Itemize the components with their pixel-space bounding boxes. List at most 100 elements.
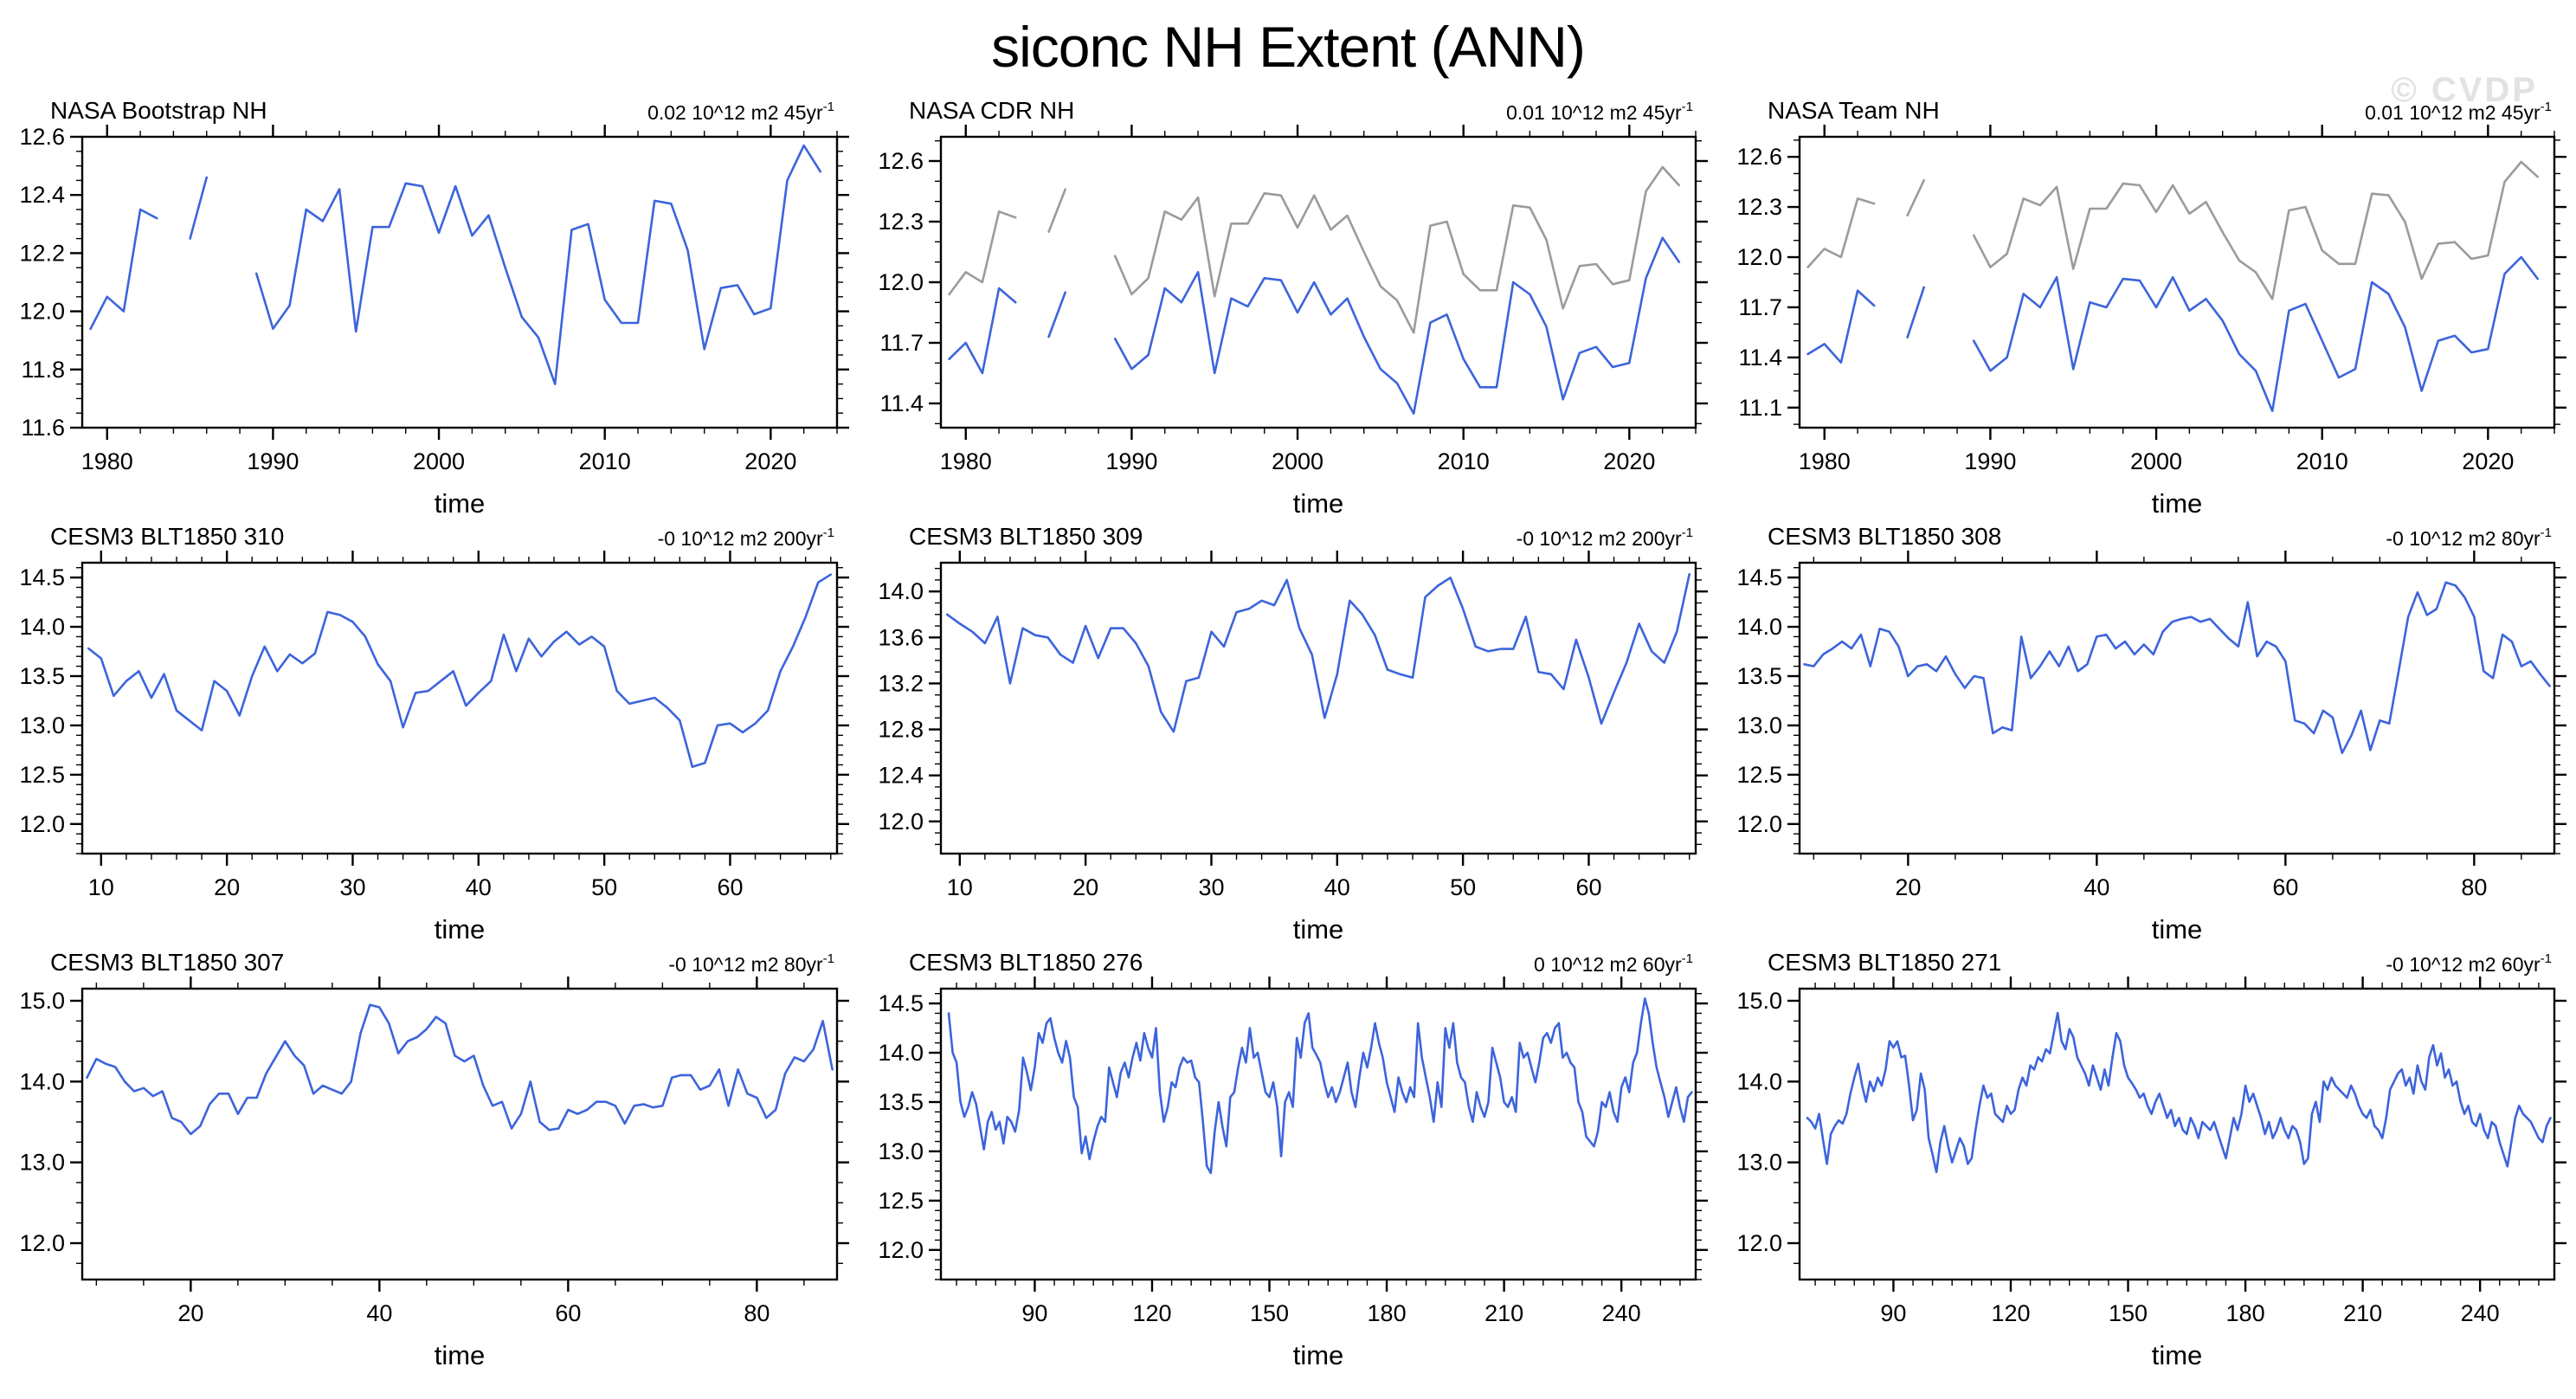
- svg-text:11.1: 11.1: [1738, 395, 1782, 421]
- panel-header: CESM3 BLT1850 310 -0 10^12 m2 200yr-1: [0, 518, 859, 551]
- plot-canvas: 1980 1990 2000 2010 2020 11.6 11.8 12.0 12.2 12.4…: [19, 125, 849, 516]
- svg-text:2010: 2010: [2296, 448, 2348, 474]
- svg-text:40: 40: [366, 1300, 392, 1326]
- svg-text:30: 30: [339, 874, 365, 900]
- svg-text:12.8: 12.8: [878, 717, 924, 743]
- svg-text:11.7: 11.7: [879, 330, 924, 356]
- panel-title: CESM3 BLT1850 308: [1768, 523, 2002, 550]
- svg-text:40: 40: [466, 874, 492, 900]
- trend-superscript: -1: [2540, 525, 2552, 540]
- svg-text:2000: 2000: [2130, 448, 2182, 474]
- svg-text:1990: 1990: [247, 448, 299, 474]
- svg-text:time: time: [2152, 488, 2203, 516]
- svg-text:time: time: [1293, 1340, 1344, 1368]
- svg-text:12.6: 12.6: [878, 148, 924, 174]
- panel-header: NASA CDR NH 0.01 10^12 m2 45yr-1: [859, 92, 1717, 125]
- svg-text:210: 210: [1484, 1300, 1523, 1326]
- svg-text:60: 60: [717, 874, 743, 900]
- page-title: siconc NH Extent (ANN): [991, 15, 1586, 79]
- svg-text:60: 60: [1575, 874, 1601, 900]
- panel-title: NASA Bootstrap NH: [50, 97, 267, 124]
- panel-header: CESM3 BLT1850 307 -0 10^12 m2 80yr-1: [0, 944, 859, 977]
- panel-title: CESM3 BLT1850 276: [909, 949, 1143, 976]
- svg-text:12.0: 12.0: [1736, 1230, 1782, 1256]
- chart-panel: CESM3 BLT1850 307 -0 10^12 m2 80yr-1 20 4…: [0, 944, 859, 1370]
- svg-text:2010: 2010: [1438, 448, 1490, 474]
- svg-text:12.2: 12.2: [19, 240, 65, 266]
- chart-panel: NASA Team NH 0.01 10^12 m2 45yr-1 1980 19…: [1717, 92, 2576, 518]
- svg-text:2020: 2020: [744, 448, 796, 474]
- svg-text:13.5: 13.5: [878, 1089, 924, 1115]
- svg-text:180: 180: [1368, 1300, 1407, 1326]
- svg-text:1990: 1990: [1964, 448, 2016, 474]
- svg-text:time: time: [1293, 488, 1344, 516]
- svg-text:20: 20: [1895, 874, 1921, 900]
- svg-text:90: 90: [1880, 1300, 1906, 1326]
- panel-header: NASA Team NH 0.01 10^12 m2 45yr-1: [1717, 92, 2576, 125]
- svg-text:40: 40: [2083, 874, 2109, 900]
- panel-title: CESM3 BLT1850 310: [50, 523, 285, 550]
- trend-annotation: 0.02 10^12 m2 45yr-1: [647, 100, 834, 124]
- svg-text:13.2: 13.2: [878, 670, 924, 696]
- trend-annotation: -0 10^12 m2 200yr-1: [657, 525, 834, 550]
- plot-canvas: 20 40 60 80 12.0 12.5 13.0 13.5 14.0 14.5 time: [1736, 551, 2566, 942]
- trend-annotation: -0 10^12 m2 200yr-1: [1516, 525, 1693, 550]
- svg-text:14.0: 14.0: [878, 1040, 924, 1066]
- svg-text:90: 90: [1021, 1300, 1047, 1326]
- svg-text:11.8: 11.8: [21, 357, 65, 383]
- svg-text:20: 20: [177, 1300, 203, 1326]
- chart-panel: NASA Bootstrap NH 0.02 10^12 m2 45yr-1 1…: [0, 92, 859, 518]
- svg-text:13.6: 13.6: [878, 624, 924, 650]
- svg-text:20: 20: [1072, 874, 1098, 900]
- svg-text:50: 50: [1450, 874, 1476, 900]
- svg-text:12.0: 12.0: [19, 1230, 65, 1256]
- trend-superscript: -1: [2540, 100, 2552, 114]
- svg-text:12.3: 12.3: [878, 209, 924, 235]
- svg-text:13.0: 13.0: [878, 1138, 924, 1164]
- plot-canvas: 1980 1990 2000 2010 2020 11.1 11.4 11.7 12.0 12.3…: [1736, 125, 2566, 516]
- svg-text:80: 80: [744, 1300, 770, 1326]
- panel-title: CESM3 BLT1850 271: [1768, 949, 2002, 976]
- svg-text:13.0: 13.0: [1736, 712, 1782, 738]
- svg-text:13.0: 13.0: [1736, 1150, 1782, 1176]
- svg-text:12.0: 12.0: [878, 809, 924, 835]
- series-line: [86, 1003, 834, 1136]
- svg-text:11.7: 11.7: [1738, 294, 1782, 320]
- series-line: [1806, 1011, 2552, 1174]
- svg-text:11.4: 11.4: [879, 390, 924, 416]
- panel-header: CESM3 BLT1850 271 -0 10^12 m2 60yr-1: [1717, 944, 2576, 977]
- panel-header: NASA Bootstrap NH 0.02 10^12 m2 45yr-1: [0, 92, 859, 125]
- svg-text:1990: 1990: [1105, 448, 1157, 474]
- svg-text:14.5: 14.5: [878, 990, 924, 1016]
- svg-text:12.5: 12.5: [19, 762, 65, 788]
- panel-header: CESM3 BLT1850 308 -0 10^12 m2 80yr-1: [1717, 518, 2576, 551]
- svg-text:time: time: [2152, 914, 2203, 942]
- svg-text:time: time: [435, 914, 486, 942]
- plot-canvas: 90 120 150 180 210 240 12.0 12.5 13.0 13.5 14.0 14.…: [878, 977, 1708, 1368]
- svg-text:80: 80: [2461, 874, 2487, 900]
- svg-text:15.0: 15.0: [1736, 988, 1782, 1014]
- trend-superscript: -1: [1681, 525, 1693, 540]
- svg-text:20: 20: [214, 874, 240, 900]
- svg-text:60: 60: [2272, 874, 2298, 900]
- svg-text:150: 150: [1250, 1300, 1289, 1326]
- panel-title: NASA CDR NH: [909, 97, 1075, 124]
- svg-text:2010: 2010: [579, 448, 631, 474]
- panel-header: CESM3 BLT1850 309 -0 10^12 m2 200yr-1: [859, 518, 1717, 551]
- svg-text:time: time: [435, 488, 486, 516]
- svg-text:14.5: 14.5: [19, 564, 65, 590]
- svg-text:150: 150: [2109, 1300, 2148, 1326]
- svg-text:210: 210: [2343, 1300, 2382, 1326]
- svg-text:2020: 2020: [2462, 448, 2514, 474]
- chart-panel: CESM3 BLT1850 271 -0 10^12 m2 60yr-1 90 1…: [1717, 944, 2576, 1370]
- plot-canvas: 20 40 60 80 12.0 13.0 14.0 15.0 time: [19, 977, 849, 1368]
- plot-canvas: 1980 1990 2000 2010 2020 11.4 11.7 12.0 12.3 12.6…: [878, 125, 1708, 516]
- svg-text:12.0: 12.0: [19, 811, 65, 837]
- trend-annotation: -0 10^12 m2 60yr-1: [2386, 951, 2552, 976]
- svg-text:2000: 2000: [1272, 448, 1323, 474]
- svg-text:12.0: 12.0: [878, 269, 924, 295]
- chart-panel: CESM3 BLT1850 308 -0 10^12 m2 80yr-1 20 4…: [1717, 518, 2576, 944]
- svg-text:12.0: 12.0: [1736, 811, 1782, 837]
- svg-text:12.4: 12.4: [878, 763, 924, 789]
- svg-text:13.5: 13.5: [1736, 663, 1782, 689]
